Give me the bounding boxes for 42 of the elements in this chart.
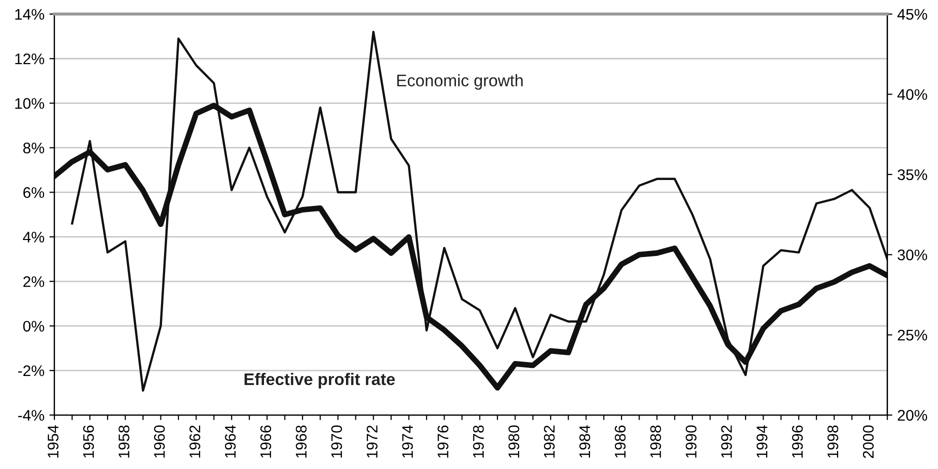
y-tick-label: 4% [22,232,44,242]
x-tick-label: 1968 [296,425,307,458]
x-tick-label: 1970 [331,425,342,458]
y-tick-label: 6% [23,187,44,198]
x-tick-label: 1988 [650,425,662,458]
x-tick-label: 1966 [260,425,272,458]
y2-tick-label: 40% [897,89,928,100]
x-tick-label: 1958 [118,425,130,458]
x-tick-label: 1980 [508,425,520,458]
y2-tick-label: 35% [898,169,928,180]
x-tick-label: 1960 [154,425,165,458]
y-tick-label: -4% [18,410,44,421]
x-tick-label: 1994 [756,425,768,458]
annotation: Economic growth [397,74,523,90]
y2-tick-label: 30% [898,250,928,260]
x-tick-label: 1990 [686,425,697,458]
x-tick-label: 1956 [83,425,94,458]
x-tick-label: 1992 [721,426,732,458]
x-tick-label: 1986 [614,425,626,458]
y2-tick-label: 20% [898,410,928,421]
y-tick-label: 14% [15,9,44,20]
x-tick-label: 2000 [862,425,874,458]
x-tick-label: 1974 [402,425,413,458]
y2-tick-label: 25% [898,330,928,341]
x-tick-label: 1972 [366,426,378,458]
y-tick-label: 0% [23,320,44,332]
x-tick-label: 1982 [544,426,555,458]
x-tick-label: 1984 [579,425,590,458]
y2-tick-label: 45% [897,9,928,20]
y-tick-label: 10% [15,98,44,109]
y-tick-label: 8% [23,142,44,154]
y-tick-label: 2% [23,276,44,288]
x-tick-label: 1954 [48,425,59,458]
annotation: Effective profit rate [244,372,395,388]
x-tick-label: 1996 [792,425,803,458]
x-tick-label: 1978 [473,425,484,458]
x-tick-label: 1964 [224,425,236,458]
x-tick-label: 1962 [189,426,200,458]
x-tick-label: 1998 [827,425,838,458]
y-tick-label: -2% [18,365,44,376]
x-tick-label: 1976 [438,425,448,458]
y-tick-label: 12% [15,53,44,64]
